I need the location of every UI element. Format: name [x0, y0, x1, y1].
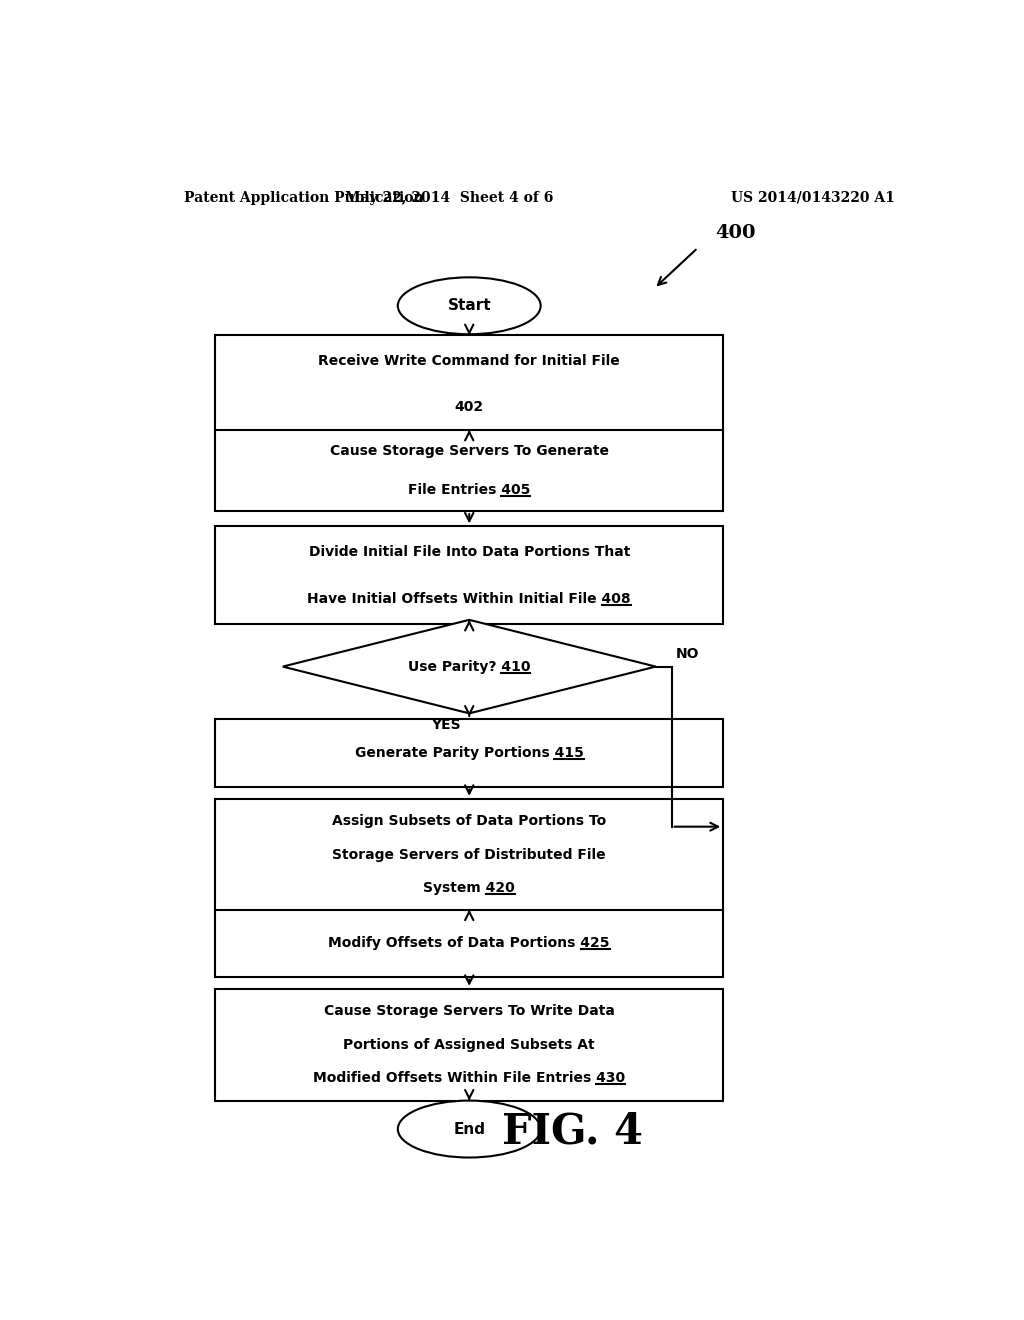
Text: Modified Offsets Within File Entries: Modified Offsets Within File Entries — [328, 1072, 610, 1085]
Text: File Entries: File Entries — [423, 483, 516, 496]
Polygon shape — [283, 620, 655, 713]
Text: Start: Start — [447, 298, 492, 313]
Text: Storage Servers of Distributed File: Storage Servers of Distributed File — [333, 847, 606, 862]
Text: US 2014/0143220 A1: US 2014/0143220 A1 — [731, 191, 895, 205]
FancyBboxPatch shape — [215, 909, 723, 977]
Text: Generate Parity Portions 415: Generate Parity Portions 415 — [354, 746, 584, 760]
Text: 400: 400 — [715, 224, 756, 243]
Text: Have Initial Offsets Within Initial File 408: Have Initial Offsets Within Initial File… — [307, 591, 631, 606]
Text: File Entries 405: File Entries 405 — [408, 483, 530, 496]
FancyBboxPatch shape — [215, 719, 723, 787]
Text: Generate Parity Portions 415: Generate Parity Portions 415 — [354, 746, 584, 760]
Text: Use Parity?: Use Parity? — [423, 660, 516, 673]
Text: Use Parity? 410: Use Parity? 410 — [408, 660, 530, 673]
FancyBboxPatch shape — [215, 989, 723, 1101]
Text: Generate Parity Portions: Generate Parity Portions — [370, 746, 569, 760]
FancyBboxPatch shape — [215, 527, 723, 624]
Text: File Entries 405: File Entries 405 — [408, 483, 530, 496]
Text: Receive Write Command for Initial File: Receive Write Command for Initial File — [318, 354, 621, 368]
Ellipse shape — [397, 1101, 541, 1158]
FancyBboxPatch shape — [215, 799, 723, 911]
FancyBboxPatch shape — [215, 335, 723, 433]
Text: May 22, 2014  Sheet 4 of 6: May 22, 2014 Sheet 4 of 6 — [345, 191, 554, 205]
Text: System 420: System 420 — [423, 882, 515, 895]
Text: Modified Offsets Within File Entries 430: Modified Offsets Within File Entries 430 — [313, 1072, 626, 1085]
Ellipse shape — [397, 277, 541, 334]
Text: Portions of Assigned Subsets At: Portions of Assigned Subsets At — [343, 1038, 595, 1052]
Text: Modify Offsets of Data Portions 425: Modify Offsets of Data Portions 425 — [329, 936, 610, 950]
Text: End: End — [454, 1122, 485, 1137]
Text: Modify Offsets of Data Portions: Modify Offsets of Data Portions — [343, 936, 595, 950]
FancyBboxPatch shape — [215, 430, 723, 511]
Text: Have Initial Offsets Within Initial File 408: Have Initial Offsets Within Initial File… — [307, 591, 631, 606]
Text: Divide Initial File Into Data Portions That: Divide Initial File Into Data Portions T… — [308, 545, 630, 558]
Text: FIG. 4: FIG. 4 — [502, 1110, 643, 1152]
Text: Have Initial Offsets Within Initial File: Have Initial Offsets Within Initial File — [322, 591, 616, 606]
Text: NO: NO — [676, 647, 699, 661]
Text: Cause Storage Servers To Generate: Cause Storage Servers To Generate — [330, 444, 608, 458]
Text: System 420: System 420 — [423, 882, 515, 895]
Text: System: System — [438, 882, 501, 895]
Text: Patent Application Publication: Patent Application Publication — [183, 191, 423, 205]
Text: YES: YES — [431, 718, 460, 733]
Text: Use Parity? 410: Use Parity? 410 — [408, 660, 530, 673]
Text: Assign Subsets of Data Portions To: Assign Subsets of Data Portions To — [332, 814, 606, 828]
Text: 402: 402 — [455, 400, 483, 414]
Text: Cause Storage Servers To Write Data: Cause Storage Servers To Write Data — [324, 1005, 614, 1018]
Text: Modify Offsets of Data Portions 425: Modify Offsets of Data Portions 425 — [329, 936, 610, 950]
Text: Modified Offsets Within File Entries 430: Modified Offsets Within File Entries 430 — [313, 1072, 626, 1085]
